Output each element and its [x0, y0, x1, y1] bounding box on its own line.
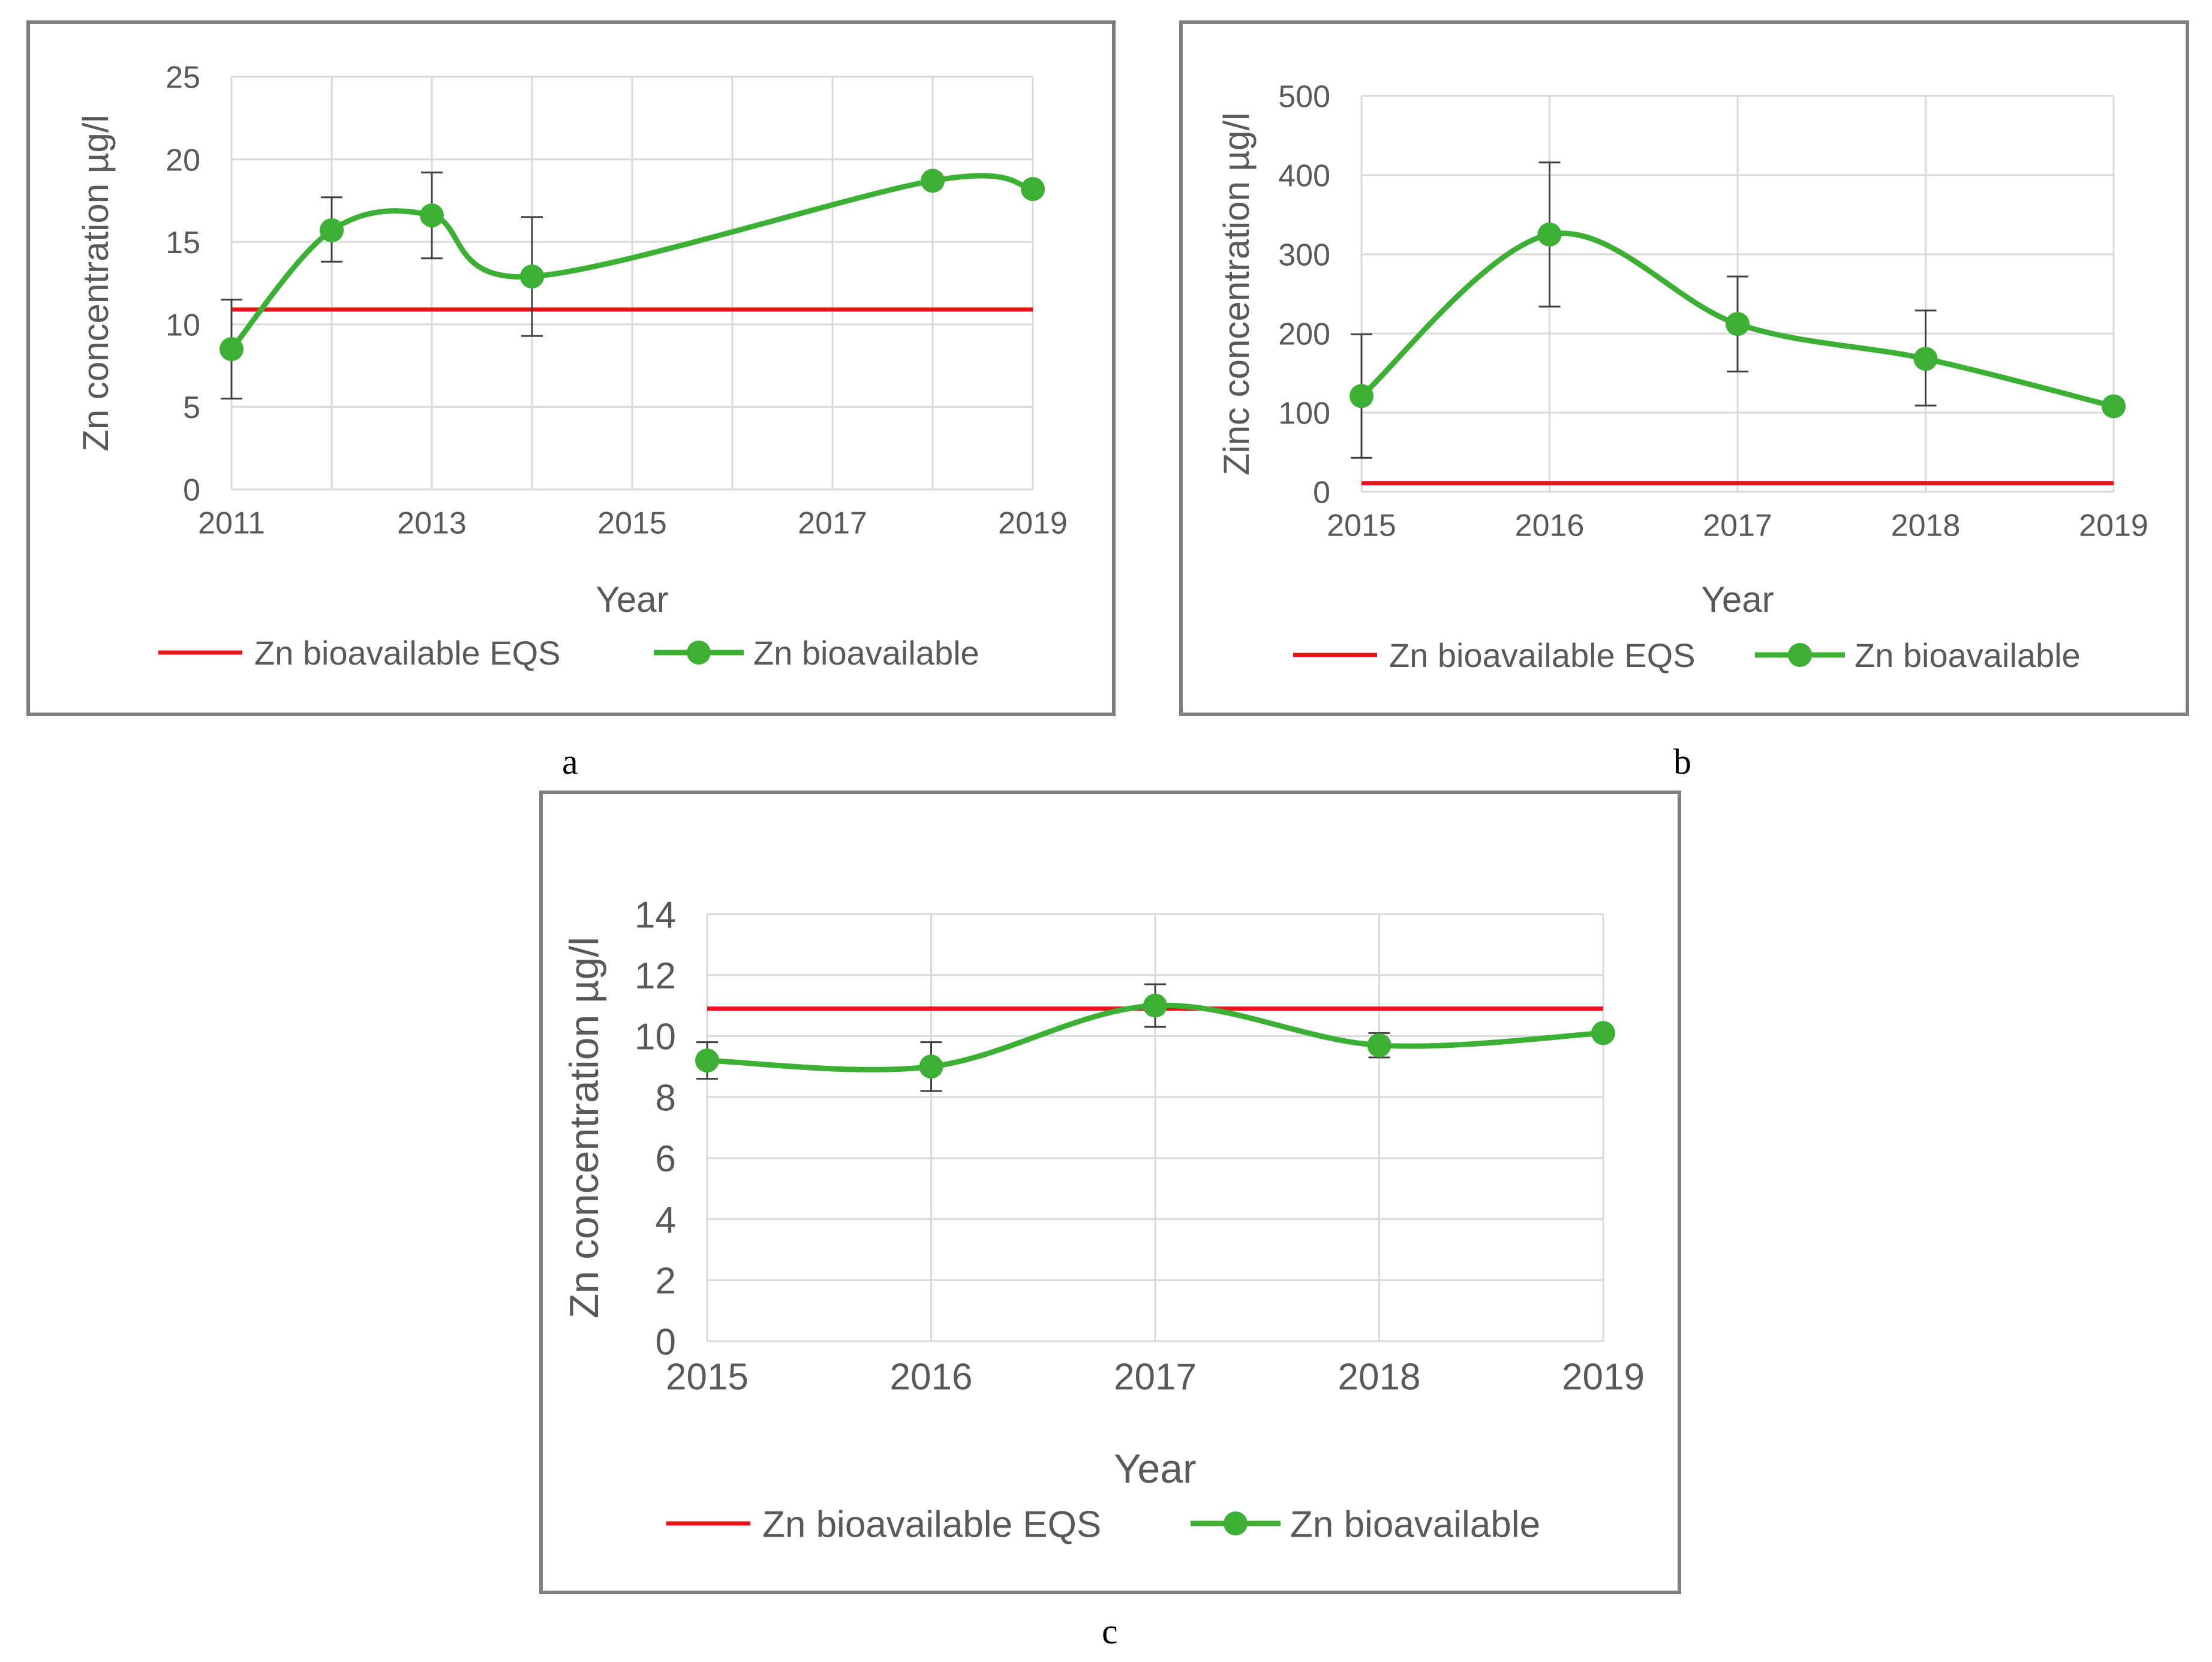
x-tick-label: 2018 — [1338, 1357, 1421, 1398]
chart-b: 0 100 200 300 400 500 2015 2016 2017 2018 2019 Year… — [1216, 80, 2148, 674]
x-tick-label: 2017 — [1703, 508, 1772, 543]
panel-label-b: b — [1673, 742, 1691, 782]
x-tick-label: 2019 — [1562, 1357, 1645, 1398]
data-point — [1726, 312, 1750, 336]
y-axis-label: Zn concentration µg/l — [561, 937, 607, 1318]
y-tick-label: 6 — [656, 1138, 676, 1180]
x-tick-label: 2016 — [890, 1357, 973, 1398]
y-tick-label: 25 — [166, 61, 200, 95]
data-point — [695, 1048, 719, 1073]
y-tick-label: 20 — [166, 143, 200, 178]
x-tick-label: 2016 — [1515, 508, 1585, 543]
y-tick-label: 10 — [166, 308, 200, 343]
x-tick-label: 2013 — [397, 506, 467, 540]
y-tick-label: 300 — [1278, 238, 1330, 273]
data-point — [921, 169, 945, 193]
y-tick-label: 10 — [635, 1017, 676, 1058]
x-tick-label: 2019 — [2079, 508, 2148, 543]
y-tick-label: 100 — [1278, 396, 1330, 431]
data-point — [320, 218, 344, 242]
y-axis-label: Zinc concentration µg/l — [1216, 113, 1257, 476]
data-point — [1591, 1021, 1615, 1045]
x-axis-label: Year — [596, 579, 668, 620]
x-tick-label: 2017 — [1114, 1357, 1197, 1398]
x-tick-label: 2015 — [1327, 508, 1396, 543]
y-tick-label: 5 — [183, 390, 200, 425]
data-point — [1350, 384, 1374, 408]
chart-panel-b: 0 100 200 300 400 500 2015 2016 2017 2018 2019 Year… — [1179, 20, 2189, 716]
y-tick-label: 200 — [1278, 317, 1330, 352]
series-line — [1359, 230, 2117, 409]
chart-c: 0 2 4 6 8 10 12 14 2015 2016 2017 2018 2019 Year Zn co… — [561, 894, 1645, 1545]
legend-series-marker — [1788, 643, 1812, 667]
data-point — [1367, 1033, 1391, 1057]
chart-a: 0 5 10 15 20 25 2011 2013 2015 2017 2019 Year Zn con… — [76, 61, 1068, 672]
x-tick-label: 2011 — [198, 506, 265, 540]
legend-series-label: Zn bioavailable — [1290, 1504, 1540, 1545]
data-point — [1021, 177, 1045, 202]
y-tick-label: 0 — [1313, 476, 1330, 510]
data-point — [1913, 347, 1938, 371]
y-tick-label: 2 — [656, 1261, 676, 1302]
chart-panel-c: 0 2 4 6 8 10 12 14 2015 2016 2017 2018 2019 Year Zn co… — [539, 791, 1681, 1594]
x-axis-label: Year — [1701, 579, 1774, 620]
y-tick-label: 14 — [635, 894, 676, 936]
y-tick-label: 4 — [656, 1200, 676, 1241]
panel-label-a: a — [562, 742, 578, 782]
data-point — [1537, 223, 1562, 247]
y-tick-label: 8 — [656, 1077, 676, 1119]
y-tick-label: 15 — [166, 226, 200, 260]
legend-series-label: Zn bioavailable — [1855, 636, 2081, 674]
legend-series-marker — [1224, 1511, 1248, 1535]
x-tick-label: 2017 — [798, 506, 867, 540]
y-tick-label: 0 — [656, 1321, 676, 1363]
legend-series-label: Zn bioavailable — [753, 634, 979, 672]
x-tick-label: 2018 — [1891, 508, 1961, 543]
legend-eqs-label: Zn bioavailable EQS — [1389, 636, 1696, 674]
x-tick-label: 2019 — [998, 506, 1068, 540]
data-point — [2102, 394, 2126, 419]
panel-label-c: c — [1102, 1612, 1118, 1651]
data-point — [420, 203, 444, 228]
legend-series-marker — [687, 641, 711, 665]
chart-panel-a: 0 5 10 15 20 25 2011 2013 2015 2017 2019 Year Zn con… — [26, 20, 1116, 716]
data-point — [220, 337, 244, 362]
legend-eqs-label: Zn bioavailable EQS — [254, 634, 561, 672]
y-tick-label: 500 — [1278, 80, 1330, 115]
y-tick-label: 12 — [635, 955, 676, 997]
legend-eqs-label: Zn bioavailable EQS — [762, 1504, 1101, 1545]
data-point — [1143, 993, 1167, 1018]
x-tick-label: 2015 — [597, 506, 667, 540]
x-tick-label: 2015 — [666, 1357, 749, 1398]
data-point — [919, 1054, 943, 1079]
y-tick-label: 400 — [1278, 159, 1330, 194]
x-axis-label: Year — [1114, 1446, 1196, 1492]
y-axis-label: Zn concentration µg/l — [76, 115, 116, 452]
data-point — [520, 264, 544, 288]
y-tick-label: 0 — [183, 473, 200, 508]
